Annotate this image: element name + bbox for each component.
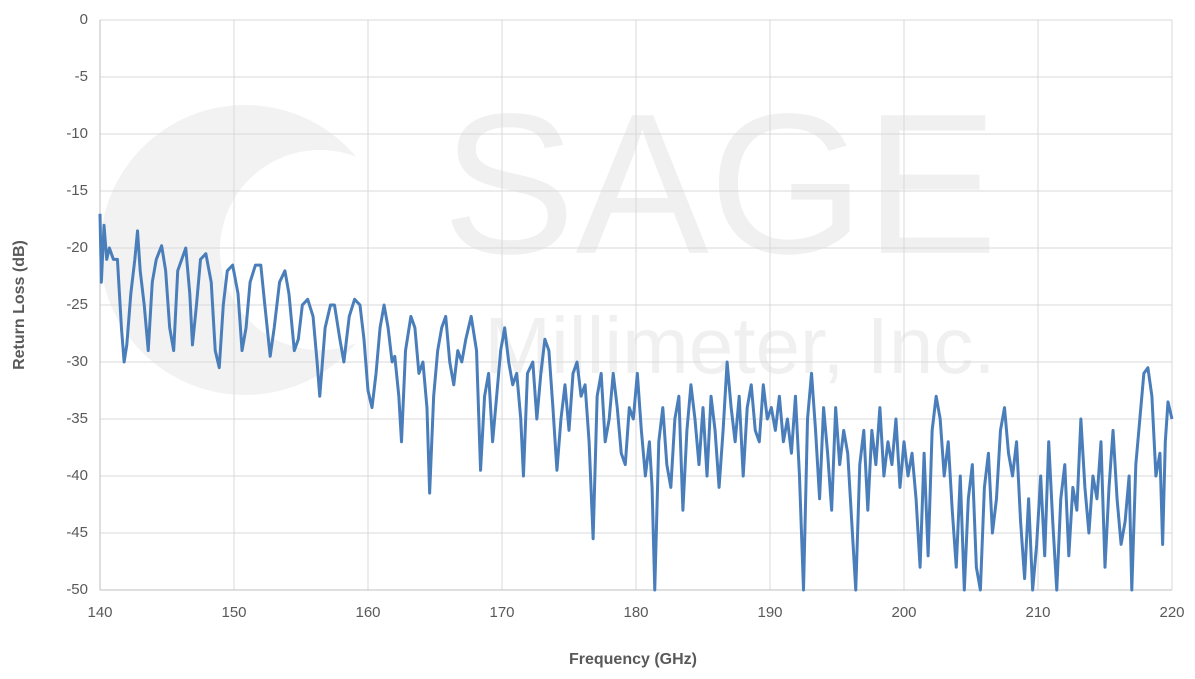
x-tick-label: 190 <box>757 604 782 621</box>
y-tick-label: -15 <box>66 182 88 199</box>
x-tick-label: 180 <box>623 604 648 621</box>
watermark: SAGE Millimeter, Inc. <box>100 73 998 395</box>
y-tick-label: 0 <box>80 11 88 28</box>
x-tick-label: 220 <box>1159 604 1184 621</box>
x-tick-label: 150 <box>221 604 246 621</box>
y-tick-label: -50 <box>66 581 88 598</box>
data-line <box>98 213 1174 592</box>
watermark-logo <box>220 150 420 350</box>
y-tick-label: -25 <box>66 296 88 313</box>
y-tick-label: -30 <box>66 353 88 370</box>
y-tick-label: -40 <box>66 467 88 484</box>
y-axis-label: Return Loss (dB) <box>11 240 28 370</box>
x-tick-label: 210 <box>1025 604 1050 621</box>
watermark-text: SAGE <box>442 73 998 296</box>
x-tick-label: 140 <box>87 604 112 621</box>
y-tick-label: -45 <box>66 524 88 541</box>
x-tick-label: 160 <box>355 604 380 621</box>
x-tick-label: 200 <box>891 604 916 621</box>
x-axis-label: Frequency (GHz) <box>569 651 697 668</box>
y-tick-label: -20 <box>66 239 88 256</box>
watermark-text: Millimeter, Inc. <box>484 301 995 390</box>
y-tick-label: -5 <box>75 68 88 85</box>
y-tick-label: -10 <box>66 125 88 142</box>
y-tick-label: -35 <box>66 410 88 427</box>
x-tick-label: 170 <box>489 604 514 621</box>
